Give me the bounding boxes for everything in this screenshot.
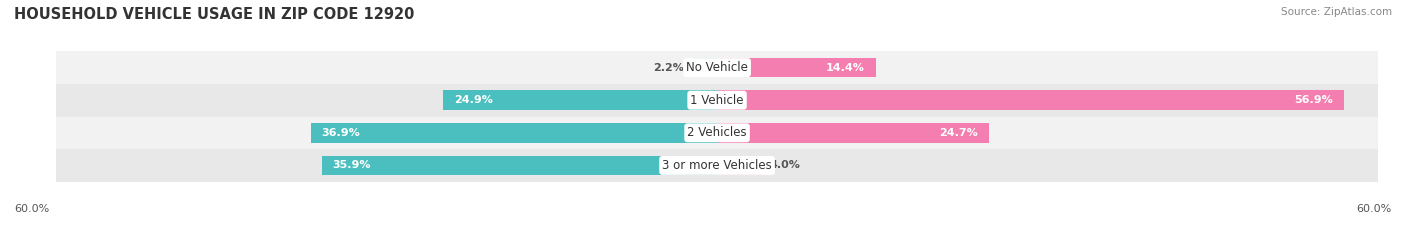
Text: 2.2%: 2.2%: [654, 63, 685, 72]
Bar: [717, 156, 761, 175]
Text: 60.0%: 60.0%: [14, 204, 49, 214]
Bar: [322, 156, 717, 175]
Bar: [693, 58, 717, 77]
Text: HOUSEHOLD VEHICLE USAGE IN ZIP CODE 12920: HOUSEHOLD VEHICLE USAGE IN ZIP CODE 1292…: [14, 7, 415, 22]
Bar: [717, 90, 1344, 110]
Text: 56.9%: 56.9%: [1294, 95, 1333, 105]
Text: 24.9%: 24.9%: [454, 95, 492, 105]
Bar: [56, 149, 1378, 182]
Text: 60.0%: 60.0%: [1357, 204, 1392, 214]
Bar: [311, 123, 717, 143]
Text: 14.4%: 14.4%: [825, 63, 865, 72]
Text: 3 or more Vehicles: 3 or more Vehicles: [662, 159, 772, 172]
Text: 35.9%: 35.9%: [333, 161, 371, 170]
Bar: [56, 84, 1378, 116]
Bar: [56, 116, 1378, 149]
Text: 24.7%: 24.7%: [939, 128, 979, 138]
Text: 36.9%: 36.9%: [322, 128, 360, 138]
Text: 2 Vehicles: 2 Vehicles: [688, 126, 747, 139]
Text: 1 Vehicle: 1 Vehicle: [690, 94, 744, 107]
Bar: [56, 51, 1378, 84]
Bar: [717, 123, 988, 143]
Bar: [443, 90, 717, 110]
Text: 4.0%: 4.0%: [770, 161, 801, 170]
Text: Source: ZipAtlas.com: Source: ZipAtlas.com: [1281, 7, 1392, 17]
Text: No Vehicle: No Vehicle: [686, 61, 748, 74]
Bar: [717, 58, 876, 77]
